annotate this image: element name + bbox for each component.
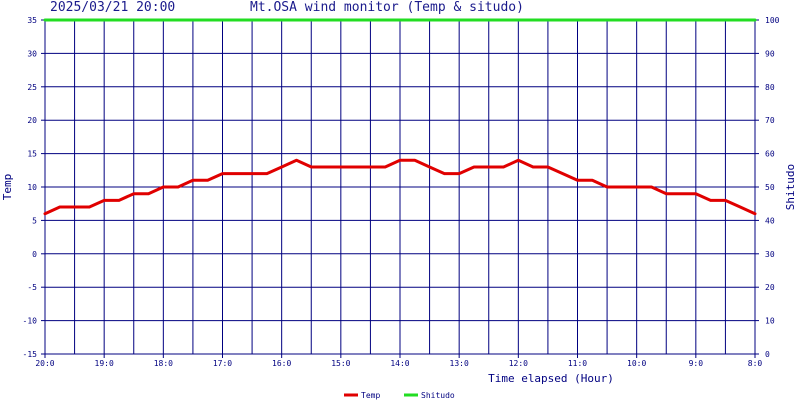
chart-title: Mt.OSA wind monitor (Temp & situdo) [250,0,524,15]
legend-label-shitudo: Shitudo [421,391,455,400]
x-tick-label: 8:0 [748,359,763,368]
y-left-tick-label: -5 [27,283,37,292]
x-tick-label: 17:0 [213,359,232,368]
x-tick-label: 11:0 [568,359,587,368]
y-left-tick-label: 35 [27,16,37,25]
x-tick-label: 20:0 [35,359,54,368]
x-tick-label: 15:0 [331,359,350,368]
x-axis-label: Time elapsed (Hour) [488,372,614,385]
y-right-tick-label: 100 [765,16,780,25]
y-left-tick-label: -10 [23,317,38,326]
y-right-axis-label: Shitudo [784,164,797,210]
y-left-tick-label: 10 [27,183,37,192]
y-left-tick-label: 5 [32,216,37,225]
y-left-tick-label: -15 [23,350,38,359]
y-right-tick-label: 80 [765,83,775,92]
y-left-tick-label: 25 [27,83,37,92]
x-tick-label: 16:0 [272,359,291,368]
y-left-tick-label: 20 [27,116,37,125]
y-right-tick-label: 70 [765,116,775,125]
y-right-tick-label: 40 [765,216,775,225]
x-tick-label: 18:0 [154,359,173,368]
x-tick-label: 10:0 [627,359,646,368]
series-line-temp [43,158,757,216]
x-tick-label: 19:0 [95,359,114,368]
y-right-tick-label: 30 [765,250,775,259]
y-right-tick-label: 10 [765,317,775,326]
x-tick-label: 9:0 [689,359,704,368]
x-tick-label: 13:0 [450,359,469,368]
chart-datetime: 2025/03/21 20:00 [50,0,176,15]
x-tick-label: 12:0 [509,359,528,368]
y-left-tick-label: 30 [27,49,37,58]
y-right-tick-label: 20 [765,283,775,292]
y-left-axis-label: Temp [1,174,14,201]
y-right-tick-label: 60 [765,150,775,159]
y-right-tick-label: 50 [765,183,775,192]
y-left-tick-label: 0 [32,250,37,259]
y-left-tick-label: 15 [27,150,37,159]
y-right-tick-label: 90 [765,49,775,58]
y-right-tick-label: 0 [765,350,770,359]
legend-label-temp: Temp [361,391,380,400]
x-tick-label: 14:0 [390,359,409,368]
